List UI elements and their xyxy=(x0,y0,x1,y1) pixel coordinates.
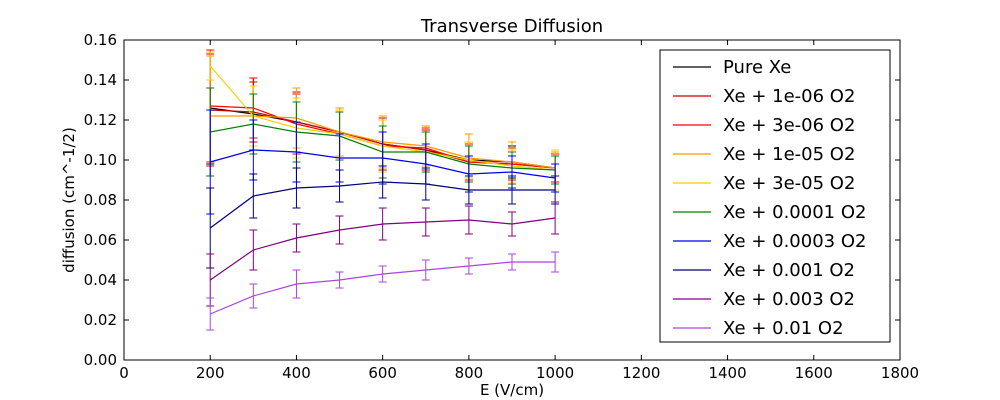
legend-label: Xe + 3e-06 O2 xyxy=(723,115,855,136)
x-tick-label: 1800 xyxy=(881,364,919,382)
y-tick-label: 0.06 xyxy=(84,231,117,249)
legend-label: Xe + 1e-06 O2 xyxy=(723,86,855,107)
legend-label: Xe + 0.0001 O2 xyxy=(723,202,866,223)
series-line xyxy=(209,181,556,229)
legend-label: Xe + 0.0003 O2 xyxy=(723,231,866,252)
legend-label: Xe + 0.01 O2 xyxy=(723,318,844,339)
series-6 xyxy=(206,109,560,215)
x-axis-title: E (V/cm) xyxy=(480,381,544,399)
legend-label: Xe + 0.001 O2 xyxy=(723,260,855,281)
x-tick-label: 0 xyxy=(119,364,129,382)
x-tick-label: 1400 xyxy=(708,364,746,382)
y-tick-label: 0.04 xyxy=(84,271,117,289)
series-7 xyxy=(206,165,560,269)
legend: Pure Xe Xe + 1e-06 O2 Xe + 3e-06 O2 Xe + 1e… xyxy=(659,49,891,343)
legend-label: Xe + 0.003 O2 xyxy=(723,289,855,310)
axis-ticks: 0 200 400 600 800 1000 1200 1400 1600 1800 0.00 0.0… xyxy=(84,31,920,382)
x-tick-label: 200 xyxy=(196,364,225,382)
y-tick-label: 0.14 xyxy=(84,71,117,89)
y-tick-label: 0.16 xyxy=(84,31,117,49)
y-tick-label: 0.08 xyxy=(84,191,117,209)
legend-box xyxy=(659,49,891,343)
y-tick-label: 0.00 xyxy=(84,351,117,369)
legend-label: Xe + 3e-05 O2 xyxy=(723,173,855,194)
x-tick-label: 600 xyxy=(368,364,397,382)
legend-label: Pure Xe xyxy=(723,57,791,78)
x-tick-label: 400 xyxy=(282,364,311,382)
series-8 xyxy=(206,201,560,307)
legend-label: Xe + 1e-05 O2 xyxy=(723,144,855,165)
series-line xyxy=(209,261,556,315)
x-tick-label: 1000 xyxy=(536,364,574,382)
y-tick-label: 0.10 xyxy=(84,151,117,169)
series-line xyxy=(209,217,556,281)
x-tick-label: 800 xyxy=(455,364,484,382)
y-axis-title: diffusion (cm^-1/2) xyxy=(60,127,78,273)
x-tick-label: 1600 xyxy=(795,364,833,382)
y-tick-label: 0.02 xyxy=(84,311,117,329)
series-layer xyxy=(206,49,560,331)
series-line xyxy=(210,149,556,179)
chart-title: Transverse Diffusion xyxy=(420,16,603,37)
x-tick-label: 1200 xyxy=(622,364,660,382)
y-tick-label: 0.12 xyxy=(84,111,117,129)
series-9 xyxy=(206,251,560,331)
